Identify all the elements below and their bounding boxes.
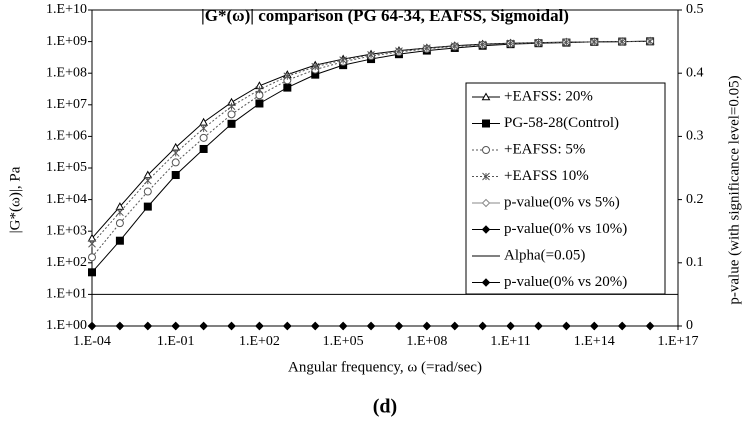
legend-label: p-value(0% vs 5%) — [504, 194, 620, 210]
point — [199, 133, 208, 142]
point — [199, 117, 208, 126]
point — [366, 321, 376, 331]
y-tick-label: 1.E+06 — [46, 129, 87, 144]
y-tick-label: 1.E+04 — [46, 192, 87, 207]
point — [143, 187, 152, 196]
point — [115, 219, 124, 228]
point — [283, 72, 292, 81]
point — [478, 321, 487, 331]
point — [339, 56, 347, 64]
point — [88, 239, 96, 248]
point — [88, 268, 96, 277]
legend-label: Alpha(=0.05) — [504, 247, 585, 263]
legend-label: +EAFSS 10% — [504, 168, 589, 184]
point — [618, 37, 627, 46]
point — [199, 321, 208, 331]
point — [534, 38, 543, 47]
y2-tick-label: 0.5 — [686, 2, 704, 17]
legend-marker — [481, 198, 491, 208]
point — [227, 119, 236, 128]
point — [171, 158, 180, 167]
y-tick-label: 1.E+09 — [46, 34, 87, 49]
point — [171, 171, 180, 180]
point — [367, 51, 375, 59]
x-tick-label: 1.E+05 — [323, 334, 364, 349]
caption: (d) — [373, 396, 397, 418]
y-axis-label: |G*(ω)|, Pa — [7, 166, 23, 233]
point — [88, 253, 96, 262]
legend-label: +EAFSS: 5% — [504, 141, 585, 157]
point — [283, 321, 292, 331]
y2-tick-label: 0.4 — [686, 65, 704, 80]
legend-marker — [481, 225, 491, 234]
point — [171, 149, 180, 157]
y2-tick-label: 0.3 — [686, 129, 704, 144]
point — [534, 321, 543, 331]
point — [143, 202, 152, 211]
legend-marker — [481, 92, 491, 101]
point — [227, 102, 236, 111]
point — [562, 38, 571, 47]
y2-tick-label: 0 — [686, 318, 693, 333]
x-tick-label: 1.E+11 — [490, 334, 530, 349]
point — [283, 83, 292, 92]
y-tick-label: 1.E+08 — [46, 65, 87, 80]
point — [227, 110, 236, 119]
point — [394, 321, 404, 331]
y2-tick-label: 0.1 — [686, 255, 704, 270]
point — [590, 38, 599, 46]
point — [450, 321, 459, 331]
y-tick-label: 1.E+02 — [46, 255, 87, 270]
point — [311, 62, 320, 71]
y2-tick-label: 0.2 — [686, 192, 704, 207]
point — [423, 44, 431, 53]
legend-label: p-value(0% vs 10%) — [504, 221, 627, 237]
legend-marker — [481, 278, 491, 287]
legend-marker — [482, 119, 490, 128]
x-tick-label: 1.E+08 — [406, 334, 447, 349]
point — [143, 321, 153, 331]
point — [255, 85, 264, 94]
x-tick-label: 1.E+17 — [658, 334, 699, 349]
y2-axis-label: p-value (with significance level=0.05) — [726, 75, 742, 304]
point — [115, 321, 125, 331]
point — [478, 40, 487, 49]
point — [227, 321, 236, 331]
legend-label: +EAFSS: 20% — [504, 88, 593, 104]
point — [199, 124, 208, 133]
legend-marker — [482, 146, 490, 154]
x-axis-label: Angular frequency, ω (=rad/sec) — [288, 359, 482, 375]
point — [645, 321, 655, 331]
point — [116, 208, 124, 217]
y-tick-label: 1.E+07 — [46, 97, 87, 112]
y-tick-label: 1.E+03 — [46, 223, 87, 238]
point — [450, 42, 459, 50]
point — [617, 321, 627, 331]
x-tick-label: 1.E-01 — [157, 334, 195, 349]
chart-title: |G*(ω)| comparison (PG 64-34, EAFSS, Sig… — [201, 6, 569, 25]
legend-label: PG-58-28(Control) — [504, 115, 619, 131]
y-tick-label: 1.E+00 — [46, 318, 87, 333]
point — [311, 321, 320, 331]
y-tick-label: 1.E+10 — [46, 2, 87, 17]
point — [506, 39, 515, 48]
y-tick-label: 1.E+05 — [46, 160, 87, 175]
series-line — [91, 40, 651, 245]
point — [562, 321, 571, 331]
legend-marker — [482, 172, 490, 181]
point — [143, 176, 152, 185]
x-tick-label: 1.E+02 — [239, 334, 280, 349]
point — [646, 37, 654, 46]
point — [395, 47, 403, 55]
point — [199, 144, 208, 153]
legend-box — [465, 82, 666, 295]
point — [255, 99, 264, 108]
legend-label: p-value(0% vs 20%) — [504, 274, 627, 290]
y-tick-label: 1.E+01 — [46, 287, 87, 302]
x-tick-label: 1.E-04 — [73, 334, 111, 349]
point — [115, 236, 124, 245]
x-tick-label: 1.E+14 — [574, 334, 615, 349]
